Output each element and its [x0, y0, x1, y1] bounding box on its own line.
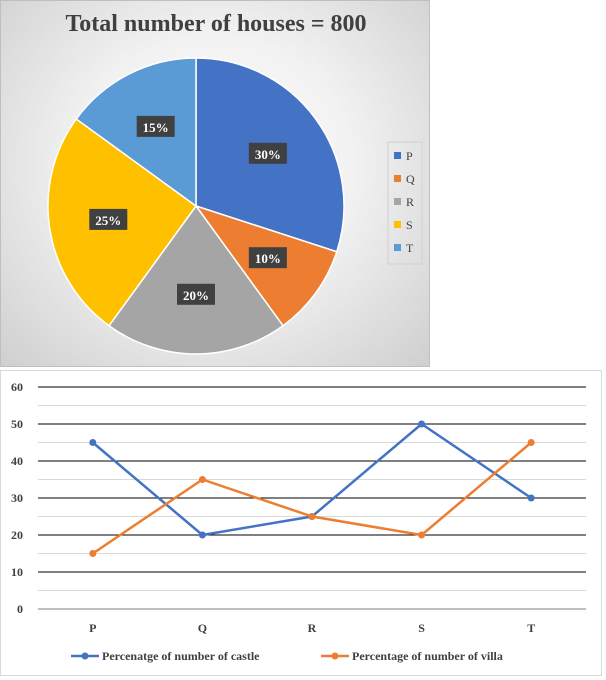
pie-legend-label-r: R — [406, 195, 414, 209]
pie-legend-box — [387, 141, 423, 265]
pie-legend-swatch-q — [394, 175, 401, 182]
pie-legend-swatch-t — [394, 244, 401, 251]
pie-legend-label-s: S — [406, 218, 413, 232]
data-point-s2-t — [527, 439, 535, 446]
pie-label-box-t — [136, 115, 175, 137]
y-tick-label-60: 60 — [11, 380, 23, 394]
pie-label-box-s — [89, 208, 128, 230]
x-tick-label-r: R — [308, 621, 317, 635]
pie-legend-swatch-p — [394, 152, 401, 159]
x-tick-label-s: S — [418, 621, 425, 635]
data-point-s1-q — [198, 531, 206, 539]
pie-chart-panel: Total number of houses = 800 30% 10% 20% 25… — [0, 0, 430, 367]
legend-marker-2 — [331, 652, 339, 660]
pie-legend-label-p: P — [406, 149, 413, 163]
y-tick-label-10: 10 — [11, 565, 23, 579]
pie-chart-title: Total number of houses = 800 — [65, 11, 367, 37]
y-tick-label-30: 30 — [11, 491, 23, 505]
y-tick-label-0: 0 — [17, 602, 23, 616]
y-tick-label-50: 50 — [11, 417, 23, 431]
x-tick-label-q: Q — [198, 621, 207, 635]
pie-slice-r — [107, 204, 285, 355]
data-point-s1-t — [527, 494, 535, 502]
data-point-s2-s — [418, 531, 426, 539]
pie-value-label-t: 15% — [143, 120, 169, 135]
pie-legend-label-q: Q — [406, 172, 415, 186]
pie-legend-label-t: T — [406, 241, 414, 255]
data-point-s1-s — [418, 420, 426, 428]
pie-label-box-p — [248, 142, 287, 164]
line-chart-svg: 0 10 20 30 40 50 60 P Q R S T Percenatge of number… — [11, 380, 586, 663]
data-point-s2-p — [89, 550, 97, 557]
pie-slice-t — [75, 57, 197, 208]
x-tick-label-p: P — [89, 621, 96, 635]
pie-value-label-p: 30% — [255, 147, 281, 162]
data-point-s2-r — [308, 513, 316, 520]
data-point-s2-q — [198, 476, 206, 483]
legend-marker-1 — [81, 652, 89, 660]
y-tick-label-40: 40 — [11, 454, 23, 468]
data-point-s1-p — [89, 439, 97, 446]
pie-label-box-r — [177, 283, 215, 305]
legend-label-1: Percenatge of number of castle — [102, 649, 260, 663]
legend-label-2: Percentage of number of villa — [352, 649, 503, 663]
y-tick-label-20: 20 — [11, 528, 23, 542]
pie-value-label-r: 20% — [183, 288, 209, 303]
x-tick-label-t: T — [527, 621, 535, 635]
pie-value-label-q: 10% — [255, 251, 281, 266]
pie-legend-swatch-r — [394, 198, 401, 205]
pie-legend-swatch-s — [394, 221, 401, 228]
pie-label-box-q — [248, 247, 287, 269]
pie-value-label-s: 25% — [95, 213, 121, 228]
line-chart-panel: 0 10 20 30 40 50 60 P Q R S T Percenatge of number… — [0, 370, 602, 676]
